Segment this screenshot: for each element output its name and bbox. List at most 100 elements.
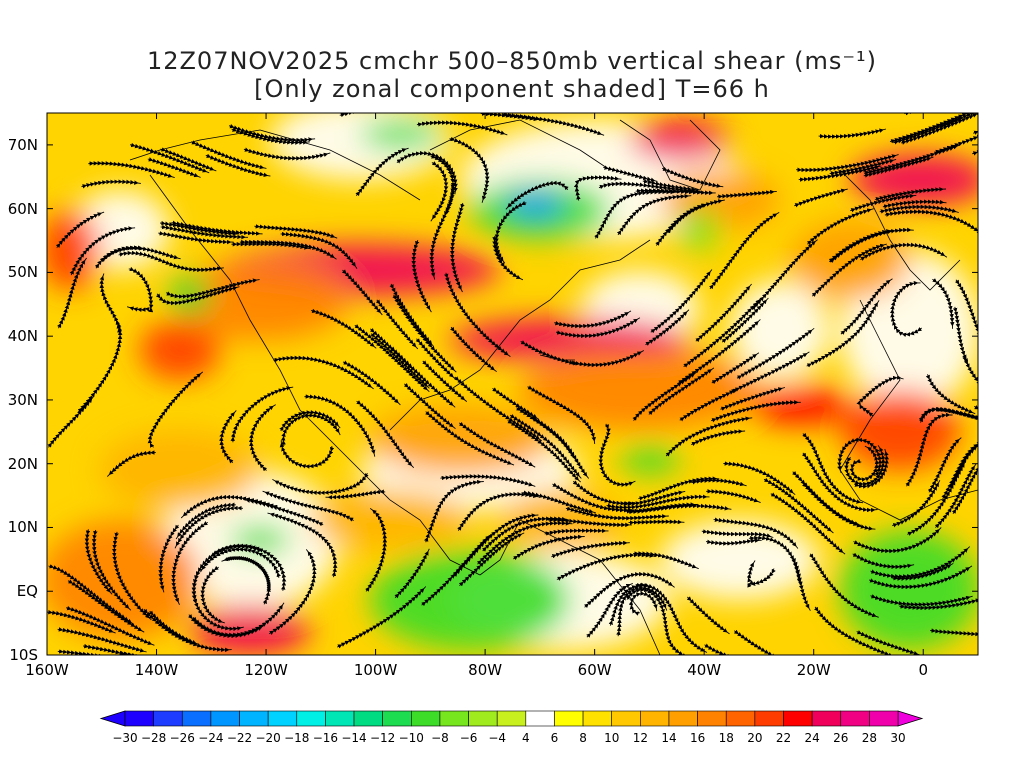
lon-label: 60W xyxy=(577,661,612,679)
streamline xyxy=(716,189,777,199)
streamline xyxy=(746,560,776,588)
streamline xyxy=(77,320,123,413)
streamline xyxy=(269,549,317,635)
streamline xyxy=(106,450,156,477)
shade-region xyxy=(370,550,570,650)
streamline xyxy=(555,317,641,339)
colorbar-label: 12 xyxy=(632,731,648,745)
streamline xyxy=(336,586,427,649)
streamline xyxy=(147,371,204,448)
colorbar-swatch xyxy=(496,710,527,727)
streamline xyxy=(230,386,294,443)
colorbar-arrow-high xyxy=(897,710,924,727)
colorbar-swatch xyxy=(525,710,555,727)
colorbar-swatch xyxy=(640,710,670,727)
lon-label: 20W xyxy=(796,661,831,679)
coastline xyxy=(149,174,481,576)
streamline xyxy=(505,180,569,210)
colorbar-swatch xyxy=(697,710,727,727)
streamline xyxy=(129,142,210,174)
colorbar-label: 8 xyxy=(579,731,587,745)
shade-region xyxy=(100,430,260,510)
streamline xyxy=(954,279,978,365)
streamline xyxy=(424,479,484,543)
streamline xyxy=(389,283,435,347)
streamlines xyxy=(47,113,978,655)
colorbar-swatch xyxy=(811,710,842,727)
streamline xyxy=(200,565,225,624)
colorbar-label: 22 xyxy=(775,731,792,745)
colorbar-label: 28 xyxy=(861,731,877,745)
colorbar-label: −24 xyxy=(198,731,224,745)
colorbar-label: −20 xyxy=(255,731,281,745)
streamline xyxy=(449,136,490,203)
streamline xyxy=(853,527,942,554)
colorbar-swatch xyxy=(783,710,813,727)
streamline xyxy=(899,596,978,611)
streamline xyxy=(900,113,978,145)
shade-region xyxy=(370,405,550,475)
colorbar-swatch xyxy=(124,710,154,727)
streamline xyxy=(951,440,978,514)
streamline xyxy=(632,371,698,421)
streamline xyxy=(662,166,724,188)
lon-label: 40W xyxy=(687,661,722,679)
streamline xyxy=(879,204,959,214)
shade-region xyxy=(170,275,210,315)
shade-region xyxy=(730,280,830,380)
streamline xyxy=(570,350,645,368)
streamline xyxy=(365,508,388,592)
colorbar-swatch xyxy=(296,710,326,727)
streamline xyxy=(813,606,893,655)
colorbar-label: 6 xyxy=(550,731,559,745)
colorbar-label: −8 xyxy=(431,731,449,745)
coastline xyxy=(839,299,978,521)
colorbar-label: −22 xyxy=(226,731,253,745)
chart-subtitle: [Only zonal component shaded] T=66 h xyxy=(254,75,770,103)
streamline xyxy=(325,489,386,500)
colorbar-swatch xyxy=(439,710,469,727)
streamline xyxy=(231,241,312,250)
colorbar-swatch xyxy=(181,710,212,727)
shade-region xyxy=(310,490,470,550)
streamline xyxy=(837,437,883,477)
coastline xyxy=(429,119,611,171)
colorbar-swatch xyxy=(353,710,383,727)
streamline xyxy=(243,147,331,161)
streamline xyxy=(57,257,87,329)
streamline xyxy=(627,503,732,515)
colorbar-label: −10 xyxy=(398,731,424,745)
colorbar-label: 30 xyxy=(890,731,906,745)
streamline xyxy=(691,429,746,447)
coastline xyxy=(389,239,651,431)
streamline xyxy=(794,188,848,208)
streamline xyxy=(304,394,376,457)
streamline xyxy=(94,245,145,269)
streamline xyxy=(628,519,685,525)
streamline xyxy=(228,123,316,143)
colorbar-label: 14 xyxy=(661,731,677,745)
streamline xyxy=(791,557,811,611)
streamline xyxy=(548,517,632,528)
shade-region xyxy=(790,220,910,300)
streamline xyxy=(704,643,797,655)
streamline xyxy=(829,158,897,176)
streamline xyxy=(57,627,147,653)
colorbar-label: −26 xyxy=(169,731,195,745)
coastline xyxy=(839,169,961,291)
streamline xyxy=(476,520,573,565)
streamline xyxy=(930,628,978,637)
streamline xyxy=(973,405,978,428)
coastline xyxy=(129,129,421,201)
chart-title: 12Z07NOV2025 cmchr 500–850mb vertical sh… xyxy=(146,47,878,75)
colorbar-label: −14 xyxy=(341,731,367,745)
colorbar-label: 20 xyxy=(747,731,763,745)
streamline xyxy=(711,400,801,423)
colorbar-swatch xyxy=(325,710,355,727)
streamline xyxy=(272,472,369,496)
lon-label: 140W xyxy=(134,661,179,679)
streamline xyxy=(551,540,630,559)
shade-region xyxy=(660,520,820,600)
streamline xyxy=(852,552,915,570)
streamline xyxy=(416,120,508,136)
